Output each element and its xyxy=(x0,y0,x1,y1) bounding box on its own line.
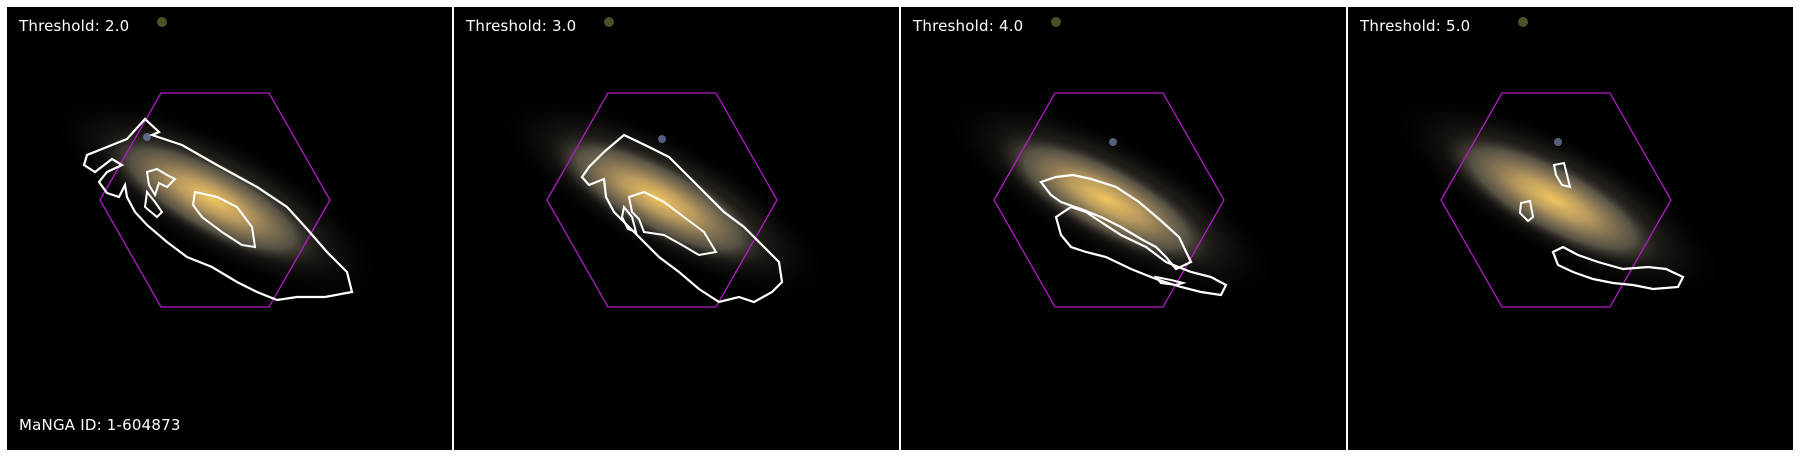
star xyxy=(1109,138,1117,146)
contour-outer xyxy=(82,117,354,302)
galaxy-image xyxy=(1387,17,1729,308)
contour-lower xyxy=(1054,205,1228,297)
panel-threshold-4: Threshold: 4.0 xyxy=(901,7,1346,450)
star xyxy=(143,133,151,141)
star xyxy=(1051,17,1061,27)
contour-island xyxy=(620,204,638,234)
panel-threshold-2: Threshold: 2.0 MaNGA ID: 1-604873 xyxy=(7,7,452,450)
contour-island xyxy=(145,167,177,198)
galaxy-image xyxy=(493,17,835,308)
contour-island xyxy=(1552,161,1572,189)
galaxy-disk xyxy=(1436,128,1670,270)
threshold-label: Threshold: 4.0 xyxy=(913,17,1024,35)
galaxy-disk xyxy=(989,128,1223,270)
ifu-hexagon xyxy=(546,92,778,308)
star xyxy=(1554,138,1562,146)
manga-id-label: MaNGA ID: 1-604873 xyxy=(19,416,181,434)
threshold-label: Threshold: 3.0 xyxy=(466,17,577,35)
star xyxy=(658,135,666,143)
ifu-hexagon xyxy=(99,92,331,308)
contour-island xyxy=(1153,275,1187,287)
ifu-hexagon xyxy=(1440,92,1672,308)
contour-outer xyxy=(580,133,784,304)
contour-inner xyxy=(627,190,718,257)
star xyxy=(157,17,167,27)
contour-island xyxy=(143,189,164,219)
contour-lower xyxy=(1551,245,1685,291)
ifu-hexagon xyxy=(993,92,1225,308)
star xyxy=(1518,17,1528,27)
star xyxy=(604,17,614,27)
panel-threshold-5: Threshold: 5.0 xyxy=(1348,7,1793,450)
threshold-label: Threshold: 2.0 xyxy=(19,17,130,35)
contour-inner xyxy=(191,190,257,249)
contour-outer xyxy=(1039,173,1193,271)
galaxy-disk xyxy=(95,128,329,270)
contour-island xyxy=(1518,199,1535,223)
galaxy-image xyxy=(940,17,1282,308)
galaxy-image xyxy=(46,17,388,308)
threshold-label: Threshold: 5.0 xyxy=(1360,17,1471,35)
panel-threshold-3: Threshold: 3.0 xyxy=(454,7,899,450)
